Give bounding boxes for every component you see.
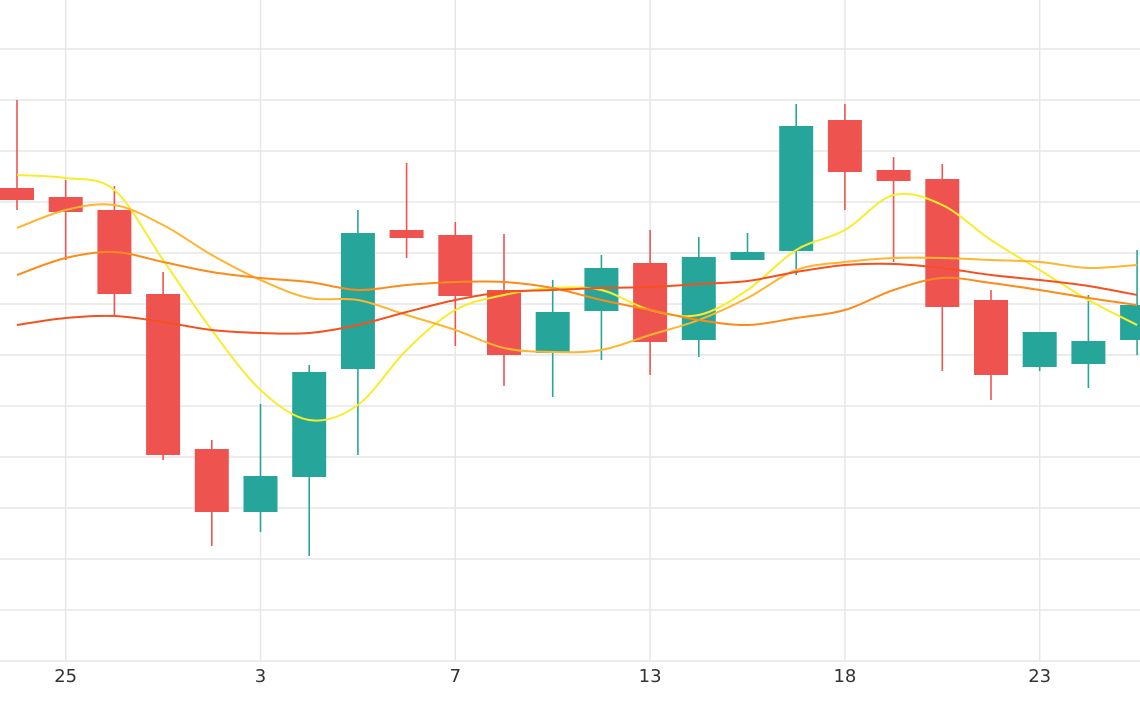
candle-body	[438, 235, 473, 296]
candle-body	[0, 188, 34, 200]
candle-body	[292, 372, 327, 477]
candle-body	[925, 179, 960, 307]
candle-body	[243, 476, 278, 512]
candle-body	[681, 257, 716, 340]
candle-body	[194, 449, 229, 512]
candle-body	[827, 120, 862, 172]
candle-body	[1071, 341, 1106, 364]
candle-body	[535, 312, 570, 353]
candle-body	[779, 126, 814, 251]
moving-average-line	[16, 203, 1138, 354]
moving-average-line	[16, 250, 1138, 327]
candle-body	[146, 294, 181, 455]
x-tick-label: 18	[833, 666, 856, 687]
candle-body	[730, 252, 765, 260]
candle-body	[1022, 332, 1057, 367]
candle-body	[389, 230, 424, 238]
candle-body	[876, 170, 911, 181]
x-tick-label: 23	[1028, 666, 1051, 687]
x-tick-label: 13	[639, 666, 662, 687]
candle-body	[633, 263, 668, 342]
moving-average-line	[16, 174, 1138, 422]
moving-average-line	[16, 262, 1138, 335]
x-tick-label: 3	[255, 666, 266, 687]
candle-body	[974, 300, 1008, 375]
x-tick-label: 25	[54, 666, 77, 687]
x-tick-label: 7	[450, 666, 461, 687]
